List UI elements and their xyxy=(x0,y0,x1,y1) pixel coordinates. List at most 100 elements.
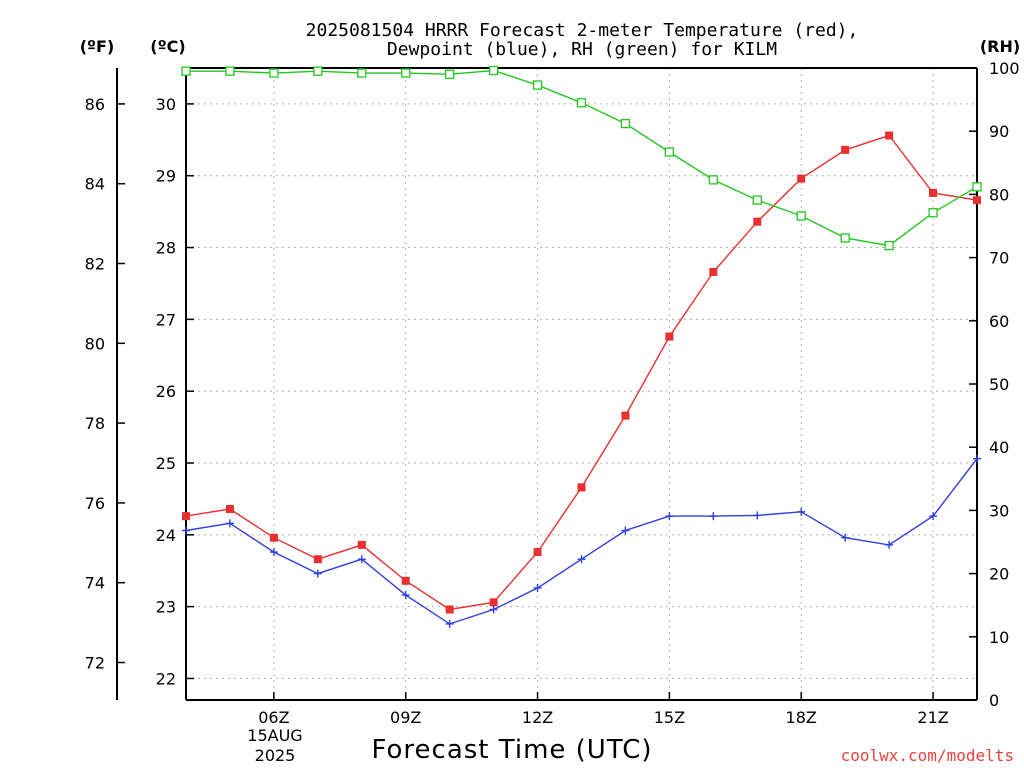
celsius-tick-label: 22 xyxy=(156,669,176,688)
data-point xyxy=(401,68,411,78)
data-point xyxy=(708,175,718,185)
x-tick-label: 18Z xyxy=(786,708,817,727)
rh-tick-label: 20 xyxy=(989,565,1009,584)
data-point xyxy=(225,519,234,528)
x-tick-label: 12Z xyxy=(522,708,553,727)
chart-title-line2: Dewpoint (blue), RH (green) for KILM xyxy=(387,39,777,60)
rh-tick-label: 100 xyxy=(989,59,1020,78)
x-tick-label: 15Z xyxy=(654,708,685,727)
rh-tick-label: 40 xyxy=(989,438,1009,457)
axes-layer xyxy=(116,67,978,701)
celsius-tick-label: 30 xyxy=(156,95,176,114)
rh-tick-label: 70 xyxy=(989,249,1009,268)
series-group xyxy=(181,65,982,251)
data-point xyxy=(445,69,455,79)
rh-tick-label: 30 xyxy=(989,501,1009,520)
data-point xyxy=(885,540,894,549)
data-point xyxy=(313,555,322,564)
data-point xyxy=(357,555,366,564)
date-label-year: 2025 xyxy=(255,746,296,765)
rh-tick-label: 10 xyxy=(989,628,1009,647)
data-point xyxy=(181,66,191,76)
data-point xyxy=(753,217,762,226)
data-point xyxy=(665,332,674,341)
data-point xyxy=(401,576,410,585)
rh-tick-label: 60 xyxy=(989,312,1009,331)
grid-layer xyxy=(186,68,977,700)
series-line xyxy=(186,69,978,247)
data-point xyxy=(885,131,894,140)
x-axis-title: Forecast Time (UTC) xyxy=(371,735,652,765)
fahrenheit-tick-label: 74 xyxy=(85,574,105,593)
series-line xyxy=(185,134,978,611)
data-point xyxy=(357,68,367,78)
data-point xyxy=(225,504,234,513)
data-point xyxy=(313,66,323,76)
x-tick-label: 06Z xyxy=(258,708,289,727)
data-point xyxy=(533,583,542,592)
date-label-day: 15AUG xyxy=(247,726,302,745)
data-point xyxy=(357,540,366,549)
celsius-tick-label: 25 xyxy=(156,454,176,473)
data-point xyxy=(225,66,235,76)
data-point xyxy=(533,548,542,557)
rh-unit-label: (RH) xyxy=(980,37,1020,56)
data-point xyxy=(621,411,630,420)
fahrenheit-tick-label: 82 xyxy=(85,255,105,274)
data-point xyxy=(489,605,498,614)
data-point xyxy=(182,512,190,521)
fahrenheit-tick-label: 72 xyxy=(85,653,105,672)
data-point xyxy=(753,511,762,520)
data-point xyxy=(401,591,410,600)
series-layer xyxy=(181,65,982,628)
data-point xyxy=(928,208,938,218)
data-point xyxy=(929,188,938,197)
data-point xyxy=(577,555,586,564)
data-point xyxy=(973,196,981,205)
data-point xyxy=(488,65,499,76)
fahrenheit-unit-label: (ºF) xyxy=(80,37,115,56)
celsius-tick-label: 27 xyxy=(156,310,176,329)
rh-tick-label: 0 xyxy=(989,691,999,710)
fahrenheit-tick-label: 80 xyxy=(85,334,105,353)
data-point xyxy=(841,145,850,154)
data-point xyxy=(796,211,806,221)
data-point xyxy=(489,598,498,607)
data-point xyxy=(269,533,278,542)
x-tick-label: 09Z xyxy=(390,708,421,727)
data-point xyxy=(182,526,190,535)
chart-title-line1: 2025081504 HRRR Forecast 2-meter Tempera… xyxy=(306,20,859,41)
fahrenheit-tick-label: 76 xyxy=(85,494,105,513)
fahrenheit-tick-label: 78 xyxy=(85,414,105,433)
data-point xyxy=(577,483,586,492)
data-point xyxy=(752,195,762,205)
data-point xyxy=(665,512,674,521)
data-point xyxy=(841,533,850,542)
data-point xyxy=(840,233,850,243)
fahrenheit-tick-label: 84 xyxy=(85,175,105,194)
data-point xyxy=(884,240,894,251)
celsius-tick-label: 23 xyxy=(156,598,176,617)
celsius-tick-label: 28 xyxy=(156,239,176,258)
data-point xyxy=(313,569,322,578)
data-point xyxy=(972,182,982,192)
data-point xyxy=(973,454,981,463)
data-point xyxy=(445,619,454,628)
celsius-unit-label: (ºC) xyxy=(150,37,185,56)
credit-text: coolwx.com/modelts xyxy=(841,746,1014,765)
rh-tick-label: 90 xyxy=(989,122,1009,141)
data-point xyxy=(269,68,279,78)
tick-labels-layer: 22 23 24 25 26 27 28 29 30 72 74 76 78 80 82 84 86 0 10 20 3… xyxy=(85,59,1020,727)
data-point xyxy=(664,147,675,157)
data-point xyxy=(269,548,278,557)
rh-tick-label: 50 xyxy=(989,375,1009,394)
x-tick-label: 21Z xyxy=(917,708,948,727)
rh-tick-label: 80 xyxy=(989,185,1009,204)
celsius-tick-label: 26 xyxy=(156,382,176,401)
celsius-tick-label: 29 xyxy=(156,167,176,186)
data-point xyxy=(621,526,630,535)
celsius-tick-label: 24 xyxy=(156,526,176,545)
series-group xyxy=(182,131,981,614)
data-point xyxy=(797,507,806,516)
